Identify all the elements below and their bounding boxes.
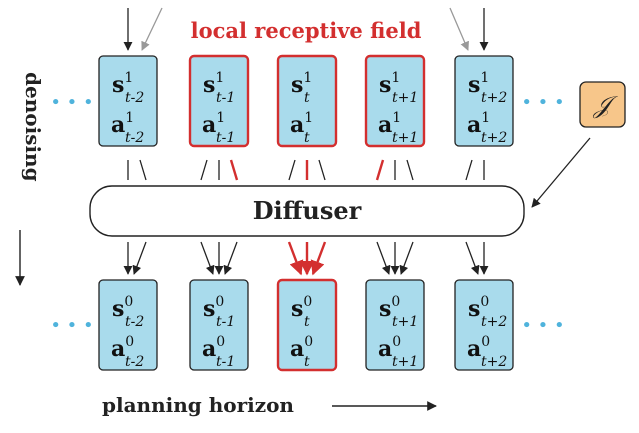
- state-subscript: t-1: [216, 90, 235, 106]
- bottom-arrow: [287, 241, 304, 276]
- objective-arrow: [531, 137, 591, 208]
- action-subscript: t: [304, 130, 310, 146]
- state-symbol: s1: [468, 70, 489, 98]
- diffuser-block: [89, 185, 525, 237]
- ellipsis-top-left: • • •: [50, 92, 93, 113]
- action-subscript: t+1: [392, 130, 418, 146]
- state-symbol: s0: [468, 294, 489, 322]
- bottom-arrow: [376, 241, 391, 275]
- top-connector-line: [200, 159, 208, 181]
- diffuser-label: Diffuser: [253, 196, 362, 225]
- top-connector-line: [406, 159, 414, 181]
- action-symbol: a0: [467, 334, 490, 362]
- incoming-arrows-top: [123, 7, 489, 51]
- bottom-row-box: [98, 279, 158, 371]
- action-subscript: t-1: [216, 354, 235, 370]
- bottom-arrows: [123, 241, 489, 276]
- state-subscript: t-2: [125, 314, 144, 330]
- ellipsis-bottom-right: • • •: [521, 315, 564, 336]
- action-subscript: t+2: [481, 130, 507, 146]
- state-subscript: t: [304, 90, 310, 106]
- state-subscript: t: [304, 314, 310, 330]
- action-subscript: t+2: [481, 354, 507, 370]
- bottom-row-box: [454, 279, 514, 371]
- bottom-row-box: [189, 279, 249, 371]
- top-connector-line: [288, 159, 296, 181]
- state-symbol: s1: [112, 70, 133, 98]
- ellipsis-top-right: • • •: [521, 92, 564, 113]
- state-symbol: s1: [379, 70, 400, 98]
- top-connector-line: [318, 159, 326, 181]
- action-subscript: t-1: [216, 130, 235, 146]
- denoising-label: denoising: [21, 72, 45, 182]
- action-symbol: a1: [378, 110, 401, 138]
- action-symbol: a1: [202, 110, 225, 138]
- top-connectors: [127, 159, 485, 181]
- action-symbol: a1: [111, 110, 134, 138]
- bottom-arrow: [223, 241, 238, 275]
- bottom-row-boxes: s0t-2a0t-2s0t-1a0t-1s0ta0ts0t+1a0t+1s0t+…: [98, 278, 514, 372]
- bottom-row-box: [365, 279, 425, 371]
- action-symbol: a1: [467, 110, 490, 138]
- bottom-arrow: [132, 241, 147, 275]
- bottom-row-box: [276, 278, 338, 372]
- top-row-box: [364, 54, 426, 148]
- top-row-boxes: s1t-2a1t-2s1t-1a1t-1s1ta1ts1t+1a1t+1s1t+…: [98, 54, 514, 148]
- action-subscript: t-2: [125, 130, 144, 146]
- state-symbol: s1: [291, 70, 312, 98]
- top-connector-line: [229, 159, 239, 181]
- state-subscript: t+1: [392, 90, 418, 106]
- top-row-box: [276, 54, 338, 148]
- top-row-box: [98, 55, 158, 147]
- top-row-box: [454, 55, 514, 147]
- bottom-arrow: [200, 241, 215, 275]
- state-symbol: s0: [112, 294, 133, 322]
- action-symbol: a1: [290, 110, 313, 138]
- action-subscript: t: [304, 354, 310, 370]
- state-subscript: t-1: [216, 314, 235, 330]
- bottom-arrow: [399, 241, 414, 275]
- bottom-arrow: [465, 241, 480, 275]
- bottom-arrow: [310, 241, 327, 276]
- state-symbol: s1: [203, 70, 224, 98]
- ellipsis-bottom-left: • • •: [50, 315, 93, 336]
- state-subscript: t+2: [481, 314, 507, 330]
- top-connector-line: [375, 159, 385, 181]
- state-symbol: s0: [291, 294, 312, 322]
- action-subscript: t-2: [125, 354, 144, 370]
- state-subscript: t+2: [481, 90, 507, 106]
- objective-box: [579, 81, 626, 128]
- state-subscript: t+1: [392, 314, 418, 330]
- action-symbol: a0: [111, 334, 134, 362]
- action-symbol: a0: [290, 334, 313, 362]
- state-subscript: t-2: [125, 90, 144, 106]
- title-local-receptive-field: local receptive field: [191, 18, 422, 43]
- state-symbol: s0: [379, 294, 400, 322]
- top-connector-line: [139, 159, 147, 181]
- action-symbol: a0: [378, 334, 401, 362]
- top-connector-line: [465, 159, 473, 181]
- action-symbol: a0: [202, 334, 225, 362]
- planning-horizon-label: planning horizon: [102, 393, 294, 417]
- action-subscript: t+1: [392, 354, 418, 370]
- top-row-box: [188, 54, 250, 148]
- state-symbol: s0: [203, 294, 224, 322]
